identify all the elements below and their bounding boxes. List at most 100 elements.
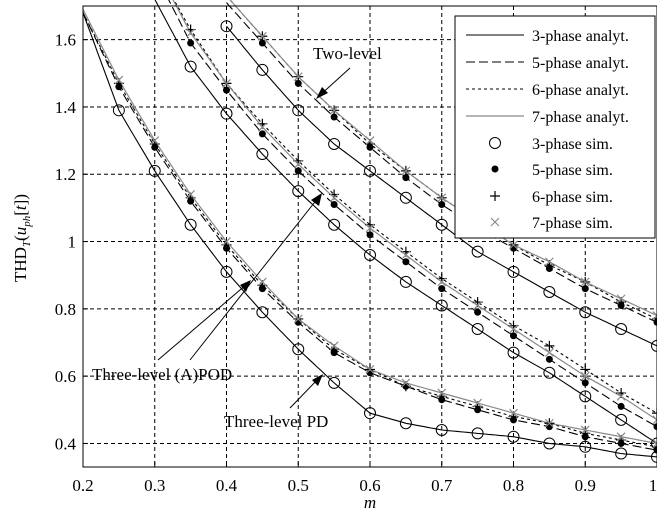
marker-3-phase-sim <box>543 286 556 299</box>
marker-6-phase-sim <box>652 408 657 419</box>
marker-5-phase-sim <box>187 39 195 47</box>
marker-7-phase-sim <box>401 166 411 176</box>
marker-3-phase-sim <box>471 323 484 336</box>
marker-3-phase-sim <box>184 60 197 73</box>
marker-3-phase-sim <box>184 218 197 231</box>
marker-5-phase-sim <box>545 355 553 363</box>
marker-3-phase-sim <box>292 343 305 356</box>
marker-7-phase-sim <box>329 341 339 351</box>
marker-5-phase-sim <box>653 318 657 326</box>
marker-3-phase-sim <box>579 306 592 319</box>
marker-3-phase-sim <box>364 164 376 177</box>
legend-box <box>454 15 656 239</box>
marker-7-phase-sim <box>222 237 231 246</box>
legend-label: 7-phase analyt. <box>532 109 629 126</box>
marker-3-phase-sim <box>399 191 412 204</box>
marker-3-phase-sim <box>435 423 448 436</box>
marker-5-phase-sim <box>294 79 302 87</box>
marker-7-phase-sim <box>616 432 626 442</box>
marker-3-phase-sim <box>220 20 233 33</box>
marker-3-phase-sim <box>292 104 305 117</box>
annotation-apod-arrow-1 <box>157 283 248 361</box>
marker-5-phase-sim <box>366 231 374 239</box>
y-tick-label: 1.2 <box>55 165 76 184</box>
marker-5-phase-sim <box>258 39 266 47</box>
y-tick-label: 1 <box>68 233 77 252</box>
marker-3-phase-sim <box>507 265 520 278</box>
marker-7-phase-sim <box>652 311 657 321</box>
marker-3-phase-sim <box>256 63 269 76</box>
legend-swatch-cross <box>490 217 500 227</box>
marker-7-phase-sim <box>401 378 411 388</box>
annotation-two-level-arrowhead <box>316 87 328 99</box>
marker-3-phase-sim <box>651 339 657 352</box>
line-two_level-3-phase <box>226 25 657 347</box>
marker-3-phase-sim <box>507 430 520 443</box>
x-axis-label: m <box>364 493 376 512</box>
legend-item-7-phase-sim: 7-phase sim. <box>490 215 613 232</box>
marker-7-phase-sim <box>150 136 160 146</box>
legend-item-3-phase-sim: 3-phase sim. <box>489 136 613 153</box>
marker-3-phase-sim <box>435 299 448 312</box>
marker-3-phase-sim <box>543 366 556 379</box>
marker-7-phase-sim <box>580 371 590 381</box>
x-tick-label: 0.2 <box>72 476 93 495</box>
annotation-apod-label: Three-level (A)POD <box>92 365 232 384</box>
legend-label: 7-phase sim. <box>532 215 613 232</box>
marker-7-phase-sim <box>257 31 267 41</box>
marker-7-phase-sim <box>293 314 303 324</box>
marker-5-phase-sim <box>581 379 589 387</box>
marker-3-phase-sim <box>399 275 412 288</box>
marker-3-phase-sim <box>256 148 269 161</box>
y-tick-label: 0.4 <box>55 434 77 453</box>
marker-6-phase-sim <box>544 340 555 351</box>
marker-3-phase-sim <box>328 137 341 150</box>
marker-5-phase-sim <box>294 167 302 175</box>
line-pd-5-phase <box>82 12 657 451</box>
marker-5-phase-sim <box>402 174 410 182</box>
marker-7-phase-sim <box>544 257 554 267</box>
y-tick-labels: 0.4 0.6 0.8 1 1.2 1.4 1.6 <box>55 31 77 454</box>
marker-7-phase-sim <box>365 136 375 146</box>
marker-7-phase-sim <box>580 425 590 435</box>
annotation-pd-label: Three-level PD <box>224 412 328 431</box>
plot-frame <box>82 5 657 468</box>
marker-3-phase-sim <box>471 427 484 440</box>
marker-3-phase-sim <box>615 413 628 426</box>
legend: 3-phase analyt. 5-phase analyt. 6-phase … <box>454 15 656 239</box>
marker-7-phase-sim <box>580 277 590 287</box>
marker-5-phase-sim <box>258 130 266 138</box>
marker-3-phase-sim <box>435 218 448 231</box>
marker-3-phase-sim <box>364 407 376 420</box>
x-tick-label: 1 <box>649 476 657 495</box>
marker-7-phase-sim <box>186 28 196 38</box>
marker-3-phase-sim <box>615 447 628 460</box>
marker-7-phase-sim <box>473 301 483 310</box>
marker-7-phase-sim <box>473 398 483 408</box>
marker-7-phase-sim <box>401 250 411 260</box>
y-tick-label: 0.6 <box>55 367 76 386</box>
marker-3-phase-sim <box>579 390 592 403</box>
legend-label: 3-phase analyt. <box>532 28 629 45</box>
marker-7-phase-sim <box>544 348 554 358</box>
marker-3-phase-sim <box>220 265 233 278</box>
y-tick-label: 1.4 <box>55 98 77 117</box>
marker-3-phase-sim <box>543 437 556 450</box>
legend-swatch-open-circle <box>489 137 501 149</box>
legend-item-5-phase-sim: 5-phase sim. <box>491 162 613 179</box>
marker-5-phase-sim <box>402 258 410 266</box>
marker-7-phase-sim <box>365 364 375 374</box>
legend-item-5-phase-analyt: 5-phase analyt. <box>466 55 629 72</box>
annotation-pd-arrowhead <box>312 374 323 386</box>
annotation-pd: Three-level PD <box>224 374 328 431</box>
marker-5-phase-sim <box>438 201 446 209</box>
marker-7-phase-sim <box>437 388 447 398</box>
legend-label: 5-phase sim. <box>532 162 613 179</box>
annotation-apod: Three-level (A)POD <box>92 193 322 384</box>
marker-3-phase-sim <box>148 164 161 177</box>
marker-3-phase-sim <box>256 306 269 319</box>
annotation-pd-arrow <box>289 377 320 409</box>
annotation-apod-arrowhead-2 <box>311 193 322 206</box>
legend-item-7-phase-analyt: 7-phase analyt. <box>466 109 629 126</box>
marker-5-phase-sim <box>330 201 338 209</box>
